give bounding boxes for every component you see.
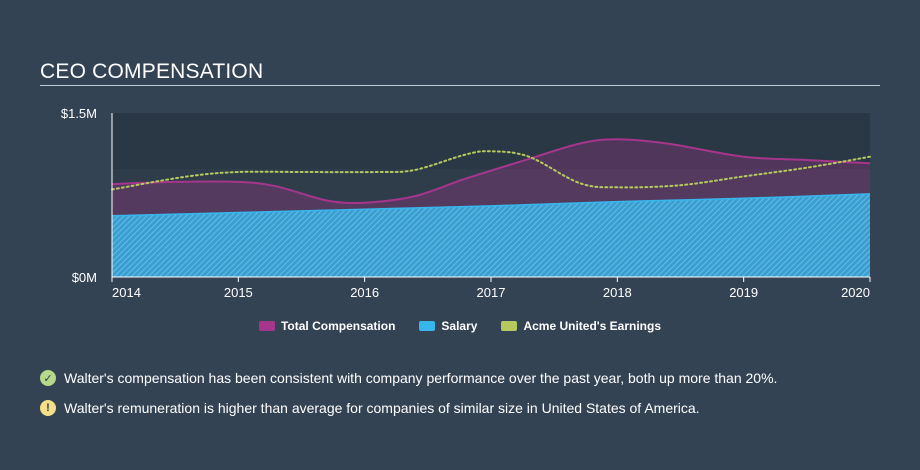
check-icon: ✓ — [40, 370, 56, 386]
total-compensation-line — [111, 138, 871, 205]
x-tick-label: 2016 — [350, 285, 379, 300]
legend-swatch-salary — [419, 321, 436, 331]
salary-area — [112, 193, 870, 277]
legend-swatch-total-compensation — [258, 321, 275, 331]
legend-item-earnings[interactable]: Acme United's Earnings — [501, 319, 661, 333]
legend-label-earnings: Acme United's Earnings — [523, 319, 662, 333]
salary-line — [111, 193, 871, 217]
x-tick-label: 2015 — [224, 285, 253, 300]
warning-icon: ! — [40, 400, 56, 416]
y-tick-label: $0M — [72, 270, 97, 285]
x-tick-label: 2019 — [729, 285, 758, 300]
legend-label-total-compensation: Total Compensation — [280, 319, 396, 333]
note-above-average-remuneration: ! Walter's remuneration is higher than a… — [40, 399, 777, 417]
plot-area-upper-band — [112, 113, 870, 169]
note-consistent-compensation: ✓ Walter's compensation has been consist… — [40, 369, 777, 387]
x-tick-label: 2020 — [841, 285, 870, 300]
legend-swatch-earnings — [501, 321, 518, 331]
chart-title: CEO COMPENSATION — [40, 60, 264, 83]
legend-item-total-compensation[interactable]: Total Compensation — [258, 319, 396, 333]
note-text: Walter's compensation has been consisten… — [64, 370, 778, 386]
x-tick-label: 2018 — [603, 285, 632, 300]
y-tick-label: $1.5M — [61, 106, 97, 121]
legend-label-salary: Salary — [441, 319, 478, 333]
earnings-line — [111, 150, 871, 191]
x-tick-label: 2017 — [477, 285, 506, 300]
x-tick-label: 2014 — [112, 285, 141, 300]
legend-item-salary[interactable]: Salary — [419, 319, 477, 333]
title-divider — [40, 85, 880, 86]
insight-notes: ✓ Walter's compensation has been consist… — [40, 369, 777, 429]
chart-legend: Total Compensation Salary Acme United's … — [0, 319, 920, 333]
note-text: Walter's remuneration is higher than ave… — [64, 400, 700, 416]
ceo-compensation-chart: $0M $1.5M 2014 2015 2016 2017 2018 2019 2020 — [61, 106, 871, 300]
